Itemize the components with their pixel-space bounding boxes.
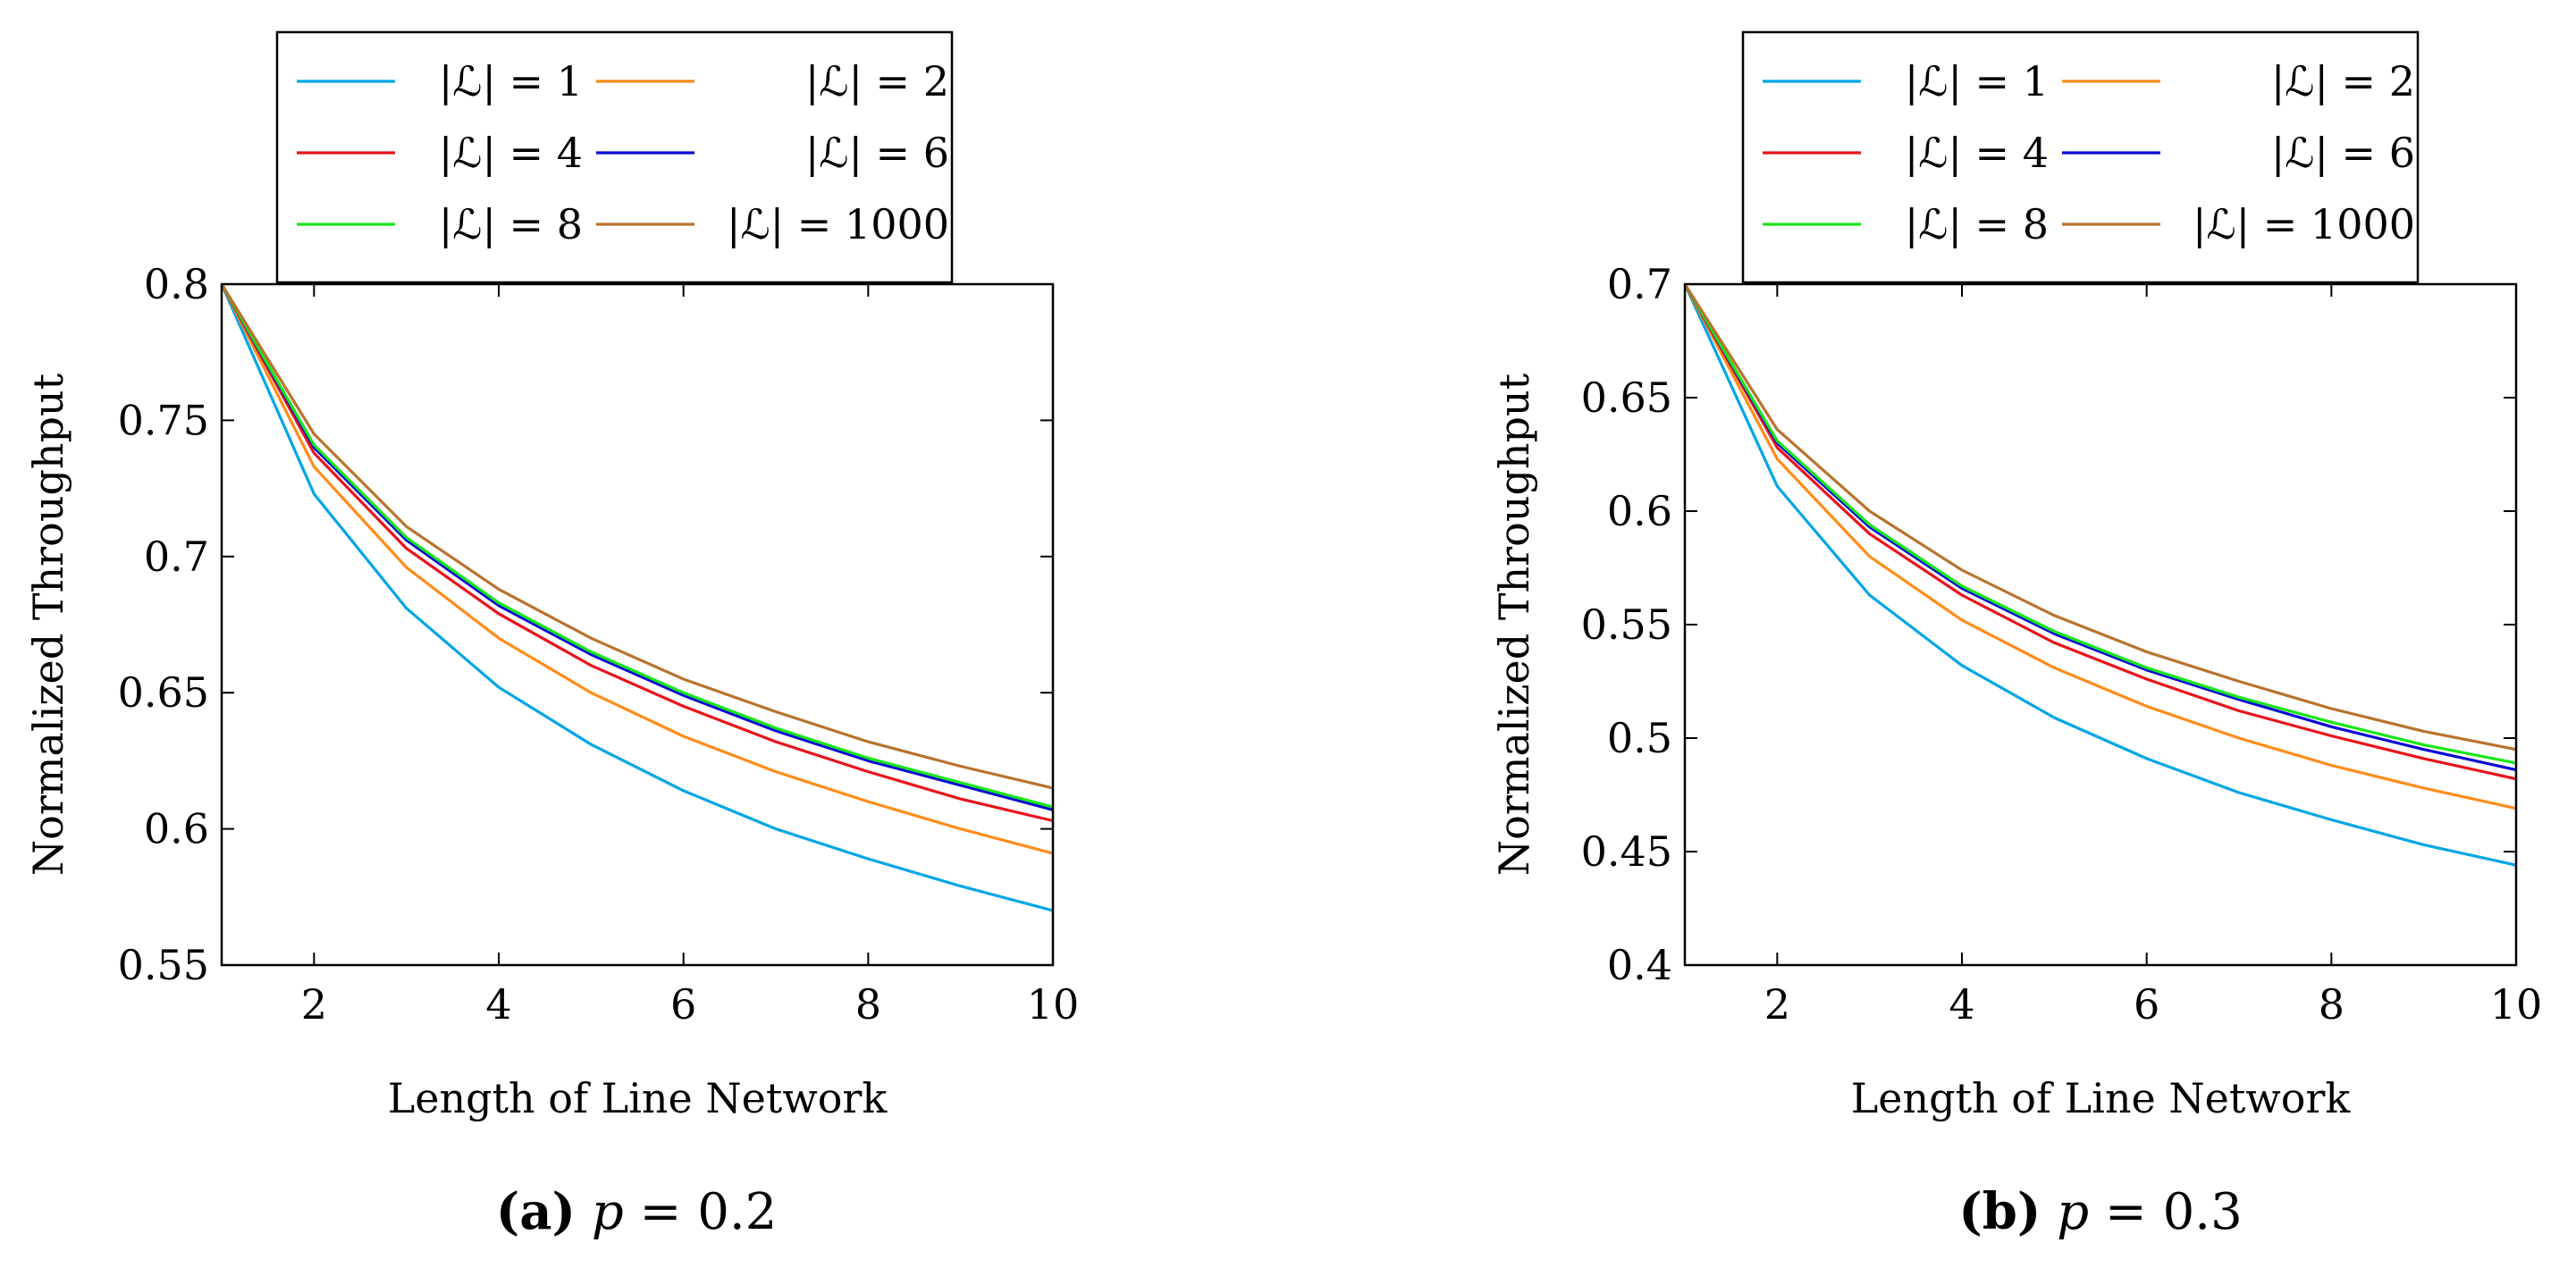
caption-letter: (a) (496, 1182, 576, 1241)
x-tick-label: 6 (670, 980, 696, 1029)
figure-caption: (b) p = 0.3 (1958, 1182, 2242, 1241)
y-tick-label: 0.55 (1581, 600, 1672, 649)
plot-frame (1683, 282, 2518, 967)
chart-a: 0.55 0.6 0.65 0.7 0.75 0.8 2 4 6 8 10 Length of Lin… (24, 30, 1080, 1241)
legend-label-0: |ℒ| = 1 (1905, 57, 2049, 105)
legend-label-1: |ℒ| = 2 (805, 57, 949, 105)
x-tick-label: 10 (1027, 980, 1080, 1029)
series-line-3 (1683, 283, 2517, 772)
x-tick-label: 8 (855, 980, 881, 1029)
legend-label-5: |ℒ| = 1000 (2193, 200, 2415, 248)
series-line-0 (220, 283, 1054, 912)
y-tick-label: 0.7 (1607, 260, 1672, 308)
plot-frame (220, 282, 1055, 967)
series-line-1 (1683, 283, 2517, 810)
series-line-0 (1683, 283, 2517, 867)
series-line-1 (220, 283, 1054, 855)
legend-label-1: |ℒ| = 2 (2271, 57, 2415, 105)
legend-label-4: |ℒ| = 8 (1905, 200, 2049, 248)
caption-letter: (b) (1958, 1182, 2041, 1241)
x-tick-label: 4 (485, 980, 511, 1029)
series-line-2 (1683, 283, 2517, 781)
x-tick-label: 8 (2319, 980, 2344, 1029)
series-line-4 (220, 283, 1054, 809)
legend-box (275, 30, 954, 284)
x-tick-label: 6 (2134, 980, 2159, 1029)
legend: |ℒ| = 1 |ℒ| = 2 |ℒ| = 4 |ℒ| = 6 |ℒ| = 8 |ℒ| =… (275, 30, 954, 284)
y-tick-label: 0.4 (1607, 941, 1672, 989)
y-tick-label: 0.45 (1581, 827, 1672, 876)
chart-b: 0.4 0.45 0.5 0.55 0.6 0.65 0.7 2 4 6 8 10 Length of … (1490, 30, 2543, 1241)
y-tick-label: 0.75 (118, 396, 209, 444)
y-tick-label: 0.6 (1607, 487, 1672, 535)
series-line-4 (1683, 283, 2517, 765)
y-axis-label: Normalized Throughput (1490, 373, 1538, 876)
legend-label-3: |ℒ| = 6 (805, 129, 949, 177)
x-axis-label: Length of Line Network (1851, 1074, 2352, 1122)
y-tick-label: 0.6 (144, 805, 209, 853)
caption-value: = 0.3 (2105, 1183, 2243, 1241)
y-tick-label: 0.8 (144, 260, 209, 308)
y-tick-label: 0.5 (1607, 714, 1672, 762)
y-tick-label: 0.65 (1581, 374, 1672, 422)
caption-variable: p (592, 1183, 624, 1241)
series-line-5 (1683, 283, 2517, 752)
caption-variable: p (2057, 1183, 2089, 1241)
series-line-3 (220, 283, 1054, 811)
series-line-5 (220, 283, 1054, 790)
legend: |ℒ| = 1 |ℒ| = 2 |ℒ| = 4 |ℒ| = 6 |ℒ| = 8 |ℒ| =… (1741, 30, 2420, 284)
legend-box (1741, 30, 2420, 284)
legend-label-2: |ℒ| = 4 (439, 129, 583, 177)
y-tick-label: 0.7 (144, 533, 209, 581)
figure-caption: (a) p = 0.2 (496, 1182, 778, 1241)
series-line-2 (220, 283, 1054, 823)
x-tick-label: 2 (1764, 980, 1790, 1029)
legend-label-2: |ℒ| = 4 (1905, 129, 2049, 177)
x-tick-label: 2 (301, 980, 327, 1029)
legend-label-3: |ℒ| = 6 (2271, 129, 2415, 177)
x-tick-label: 10 (2490, 980, 2543, 1029)
x-tick-label: 4 (1949, 980, 1974, 1029)
legend-label-5: |ℒ| = 1000 (727, 200, 949, 248)
legend-label-4: |ℒ| = 8 (439, 200, 583, 248)
y-tick-label: 0.55 (118, 941, 209, 989)
x-axis-label: Length of Line Network (388, 1074, 888, 1122)
caption-value: = 0.2 (639, 1183, 777, 1241)
legend-label-0: |ℒ| = 1 (439, 57, 583, 105)
y-tick-label: 0.65 (118, 668, 209, 717)
y-axis-label: Normalized Throughput (24, 373, 72, 876)
